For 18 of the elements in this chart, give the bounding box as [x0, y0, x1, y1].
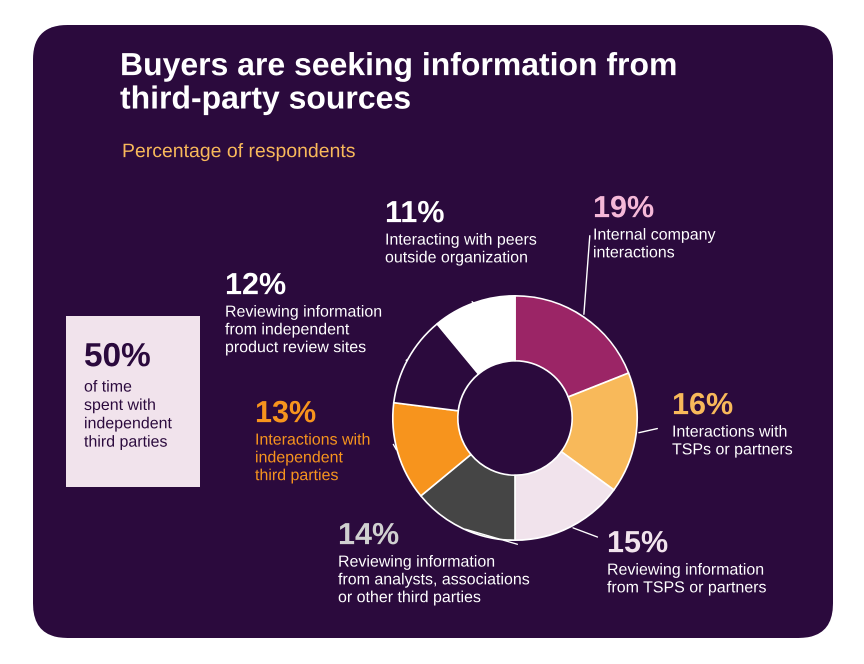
data-label: 19%: [594, 196, 654, 218]
slice-label: Interacting with peers outside organization: [386, 233, 536, 266]
data-label: 12%: [226, 272, 286, 294]
chart-title: Buyers are seeking information from third-party sources: [120, 52, 676, 116]
text: 50%: [85, 342, 150, 366]
data-label: 13%: [256, 400, 316, 422]
slice-label: Internal company interactions: [594, 228, 716, 258]
data-label: 11%: [386, 200, 444, 222]
slice-label: Interactions with TSPs or partners: [672, 425, 792, 458]
data-label: 14%: [340, 522, 398, 544]
data-label: 16%: [674, 392, 732, 414]
slice-label: Reviewing information from independent product review sites: [225, 305, 382, 356]
slice-label: Reviewing information from analysts, associations or other third parties: [338, 555, 530, 606]
data-label: 15%: [608, 530, 668, 552]
legend-label: Interactions with independent third parties: [255, 433, 370, 484]
slice-label: Reviewing information from TSPS or partners: [607, 563, 766, 596]
chart-subtitle: Percentage of respondents: [124, 143, 355, 162]
text: of time spent with independent third parties: [84, 380, 172, 450]
